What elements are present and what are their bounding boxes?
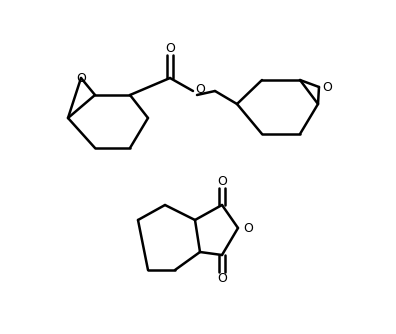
Text: O: O — [217, 273, 227, 286]
Text: O: O — [217, 174, 227, 187]
Text: O: O — [165, 41, 175, 54]
Text: O: O — [243, 221, 253, 234]
Text: O: O — [322, 80, 332, 94]
Text: O: O — [76, 71, 86, 85]
Text: O: O — [195, 82, 205, 96]
